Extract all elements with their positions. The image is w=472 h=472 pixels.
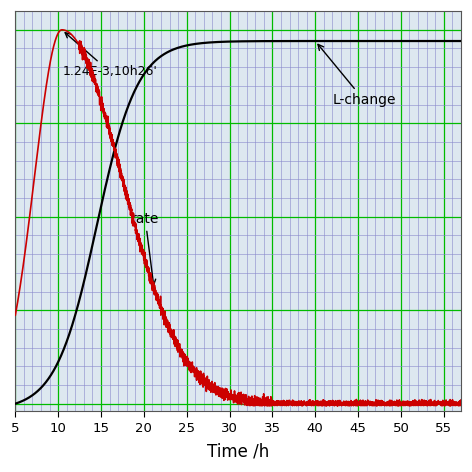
Text: rate: rate [131, 212, 160, 285]
Text: L-change: L-change [318, 44, 396, 107]
Text: 1.24E-3,10h26': 1.24E-3,10h26' [62, 33, 157, 78]
X-axis label: Time /h: Time /h [207, 443, 269, 461]
